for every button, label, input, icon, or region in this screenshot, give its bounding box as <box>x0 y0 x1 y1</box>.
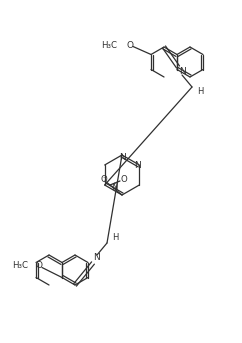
Text: O: O <box>36 261 43 270</box>
Text: N: N <box>111 182 117 191</box>
Text: N: N <box>134 161 141 169</box>
Text: O: O <box>121 176 127 185</box>
Text: N: N <box>94 252 100 261</box>
Text: ⁺: ⁺ <box>112 183 116 189</box>
Text: H₃C: H₃C <box>101 41 117 50</box>
Text: N: N <box>179 68 185 76</box>
Text: H: H <box>197 86 203 95</box>
Text: N: N <box>119 153 125 162</box>
Text: O: O <box>101 176 107 185</box>
Text: ⁻: ⁻ <box>102 176 106 182</box>
Text: H: H <box>112 234 118 243</box>
Text: O: O <box>127 41 134 50</box>
Text: H₃C: H₃C <box>12 261 28 270</box>
